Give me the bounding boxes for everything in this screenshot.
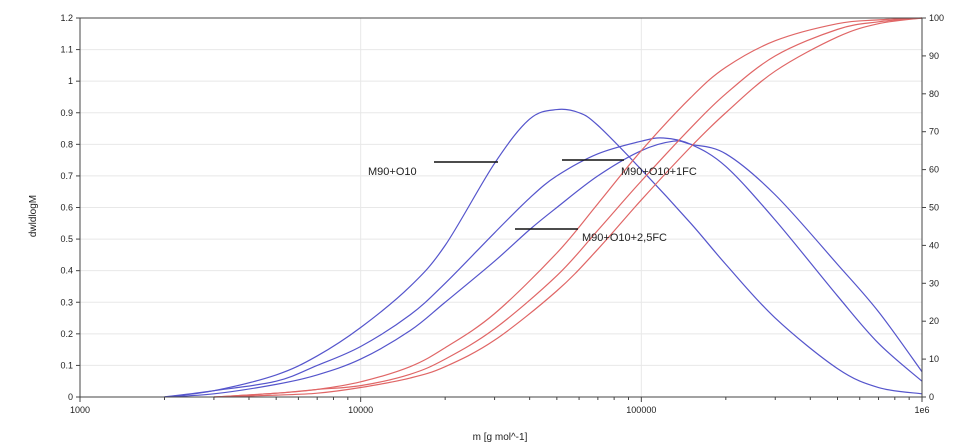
cumulative-curve-6 [213,17,923,398]
y2-tick-label: 90 [929,51,939,61]
y2-tick-label: 40 [929,240,939,250]
annotation-label: M90+O10 [368,166,417,178]
cumulative-curve-5 [213,17,923,398]
differential-curve-1 [164,108,923,398]
x-tick-label: 1e6 [914,405,929,415]
y-tick-label: 0.6 [60,203,73,213]
y-tick-label: 0.1 [60,360,73,370]
y-tick-label: 0.9 [60,108,73,118]
y-tick-label: 0.2 [60,329,73,339]
y-tick-label: 1.1 [60,45,73,55]
differential-curve-2 [164,137,923,398]
x-axis-label: m [g mol^-1] [473,432,528,443]
y-tick-label: 1.2 [60,13,73,23]
x-tick-label: 1000 [70,405,90,415]
x-tick-label: 10000 [348,405,373,415]
y2-tick-label: 70 [929,127,939,137]
y2-tick-label: 30 [929,278,939,288]
y-axis-label: dwldlogM [28,195,39,237]
y2-tick-label: 20 [929,316,939,326]
grid [79,17,922,398]
x-tick-label: 100000 [626,405,656,415]
tick-labels: 0 0.1 0.2 0.3 0.4 0.5 0.6 0.7 0.8 0.9 1 1.1 1.2 0 10 20… [60,13,944,415]
y-tick-label: 0 [68,392,73,402]
y-tick-label: 0.5 [60,234,73,244]
cumulative-curve-4 [213,17,923,398]
y2-tick-label: 60 [929,165,939,175]
y-tick-label: 0.3 [60,297,73,307]
y2-tick-label: 50 [929,203,939,213]
annotation-label: M90+O10+1FC [621,166,697,178]
plot-frame [79,17,923,398]
annotations: M90+O10 M90+O10+1FC M90+O10+2,5FC [368,159,697,244]
series-layer [164,17,923,398]
annotation-label: M90+O10+2,5FC [582,232,667,244]
y2-tick-label: 0 [929,392,934,402]
y2-tick-label: 80 [929,89,939,99]
y-tick-label: 0.8 [60,139,73,149]
y-tick-label: 1 [68,76,73,86]
axes [76,17,926,402]
y-tick-label: 0.4 [60,266,73,276]
y-tick-label: 0.7 [60,171,73,181]
y2-tick-label: 10 [929,354,939,364]
y2-tick-label: 100 [929,13,944,23]
differential-curve-3 [164,140,923,398]
